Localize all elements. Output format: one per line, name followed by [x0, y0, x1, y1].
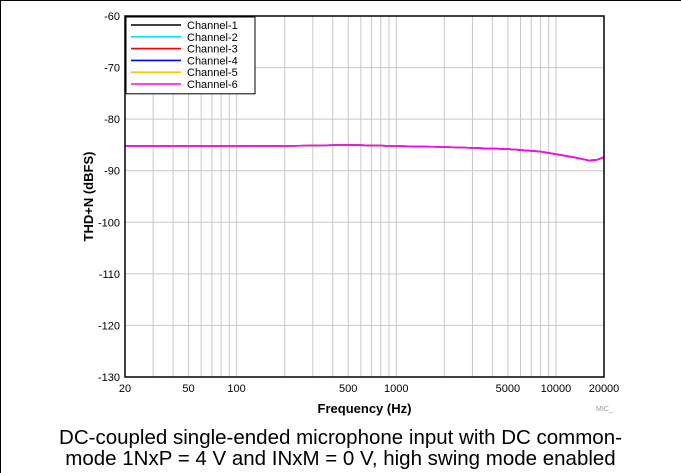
caption-line-1: DC-coupled single-ended microphone input… — [59, 426, 622, 449]
frame-border-top — [0, 0, 681, 1]
x-tick-labels: 20 50 100 500 1000 5000 10000 20000 — [119, 383, 619, 395]
y-tick-label: -80 — [104, 114, 120, 126]
legend-label-channel-3: Channel-3 — [187, 44, 238, 56]
legend-box — [125, 16, 256, 95]
y-tick-label: -120 — [98, 320, 120, 332]
y-tick-label: -110 — [99, 269, 120, 281]
legend-label-channel-2: Channel-2 — [187, 32, 238, 44]
y-tick-labels: -60 -70 -80 -90 -100 -110 -120 -130 — [98, 11, 120, 384]
x-tick-label: 10000 — [541, 383, 572, 395]
y-tick-label: -100 — [98, 217, 120, 229]
series-line-channel-2 — [125, 144, 605, 162]
legend-label-channel-6: Channel-6 — [187, 79, 238, 91]
y-tick-label: -70 — [104, 63, 120, 75]
series-line-channel-6 — [125, 144, 605, 162]
y-axis-label: THD+N (dBFS) — [81, 152, 96, 242]
figure-id-label: MIC_ — [596, 406, 613, 413]
caption-line-2: mode 1NxP = 4 V and INxM = 0 V, high swi… — [65, 447, 616, 470]
series-lines — [125, 144, 605, 162]
series-line-channel-5 — [125, 144, 605, 162]
thd-n-vs-frequency-chart: -60 -70 -80 -90 -100 -110 -120 -130 20 50 100 500 1… — [81, 11, 619, 416]
series-line-channel-3 — [125, 144, 605, 162]
x-tick-label: 5000 — [496, 383, 520, 395]
x-axis-label: Frequency (Hz) — [318, 401, 412, 416]
x-tick-label: 20 — [119, 383, 131, 395]
legend-label-channel-4: Channel-4 — [187, 55, 238, 67]
legend-label-channel-5: Channel-5 — [187, 67, 238, 79]
y-tick-label: -130 — [98, 372, 120, 384]
frame-border-left — [0, 0, 1, 473]
y-tick-label: -90 — [104, 166, 120, 178]
legend-label-channel-1: Channel-1 — [187, 20, 238, 32]
series-line-channel-1 — [125, 144, 605, 162]
y-tick-label: -60 — [104, 11, 120, 23]
legend: Channel-1Channel-2Channel-3Channel-4Chan… — [125, 16, 256, 95]
series-line-channel-4 — [125, 144, 605, 162]
x-tick-label: 1000 — [384, 383, 408, 395]
x-tick-label: 500 — [339, 383, 357, 395]
x-tick-label: 50 — [182, 383, 194, 395]
x-tick-label: 20000 — [589, 383, 620, 395]
grid-lines — [125, 16, 604, 377]
x-tick-label: 100 — [227, 383, 245, 395]
plot-area-border — [124, 15, 605, 378]
